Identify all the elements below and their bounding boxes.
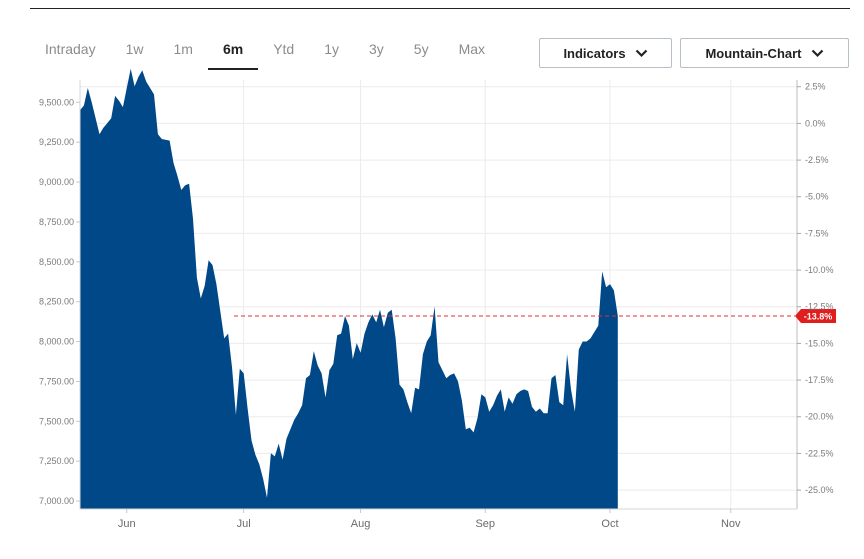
x-tick-label: Nov: [721, 518, 741, 530]
tab-1w[interactable]: 1w: [125, 41, 144, 57]
y-tick-label: 8,750.00: [39, 217, 74, 227]
tab-6m[interactable]: 6m: [207, 36, 259, 70]
y2-tick-label: -7.5%: [805, 228, 829, 238]
y2-tick-label: -15.0%: [805, 338, 834, 348]
y-tick-label: 7,750.00: [39, 376, 74, 386]
y-tick-label: 9,250.00: [39, 137, 74, 147]
x-tick-label: Jul: [237, 518, 251, 530]
chevron-down-icon: [635, 49, 648, 58]
y2-tick-label: -20.0%: [805, 412, 834, 422]
tab-1y[interactable]: 1y: [324, 41, 339, 57]
y2-tick-label: -5.0%: [805, 192, 829, 202]
indicators-dropdown[interactable]: Indicators: [539, 38, 672, 68]
x-tick-label: Jun: [118, 518, 136, 530]
price-area-series: [80, 68, 618, 510]
time-range-tabs: Intraday 1w 1m 6m Ytd 1y 3y 5y Max: [30, 36, 500, 72]
x-tick-label: Aug: [351, 518, 371, 530]
y-tick-label: 8,000.00: [39, 337, 74, 347]
y-tick-label: 7,000.00: [39, 496, 74, 506]
tab-1m[interactable]: 1m: [173, 41, 193, 57]
tab-max[interactable]: Max: [458, 41, 486, 57]
chevron-down-icon: [811, 49, 824, 58]
chart-type-dropdown-label: Mountain-Chart: [705, 45, 802, 61]
tab-3y[interactable]: 3y: [369, 41, 384, 57]
y-tick-label: 8,250.00: [39, 297, 74, 307]
y2-tick-label: -12.5%: [805, 302, 834, 312]
y-tick-label: 7,250.00: [39, 456, 74, 466]
y2-tick-label: 0.0%: [805, 118, 826, 128]
tab-ytd[interactable]: Ytd: [273, 41, 295, 57]
y-tick-label: 9,500.00: [39, 97, 74, 107]
tab-intraday[interactable]: Intraday: [45, 41, 96, 57]
chart-axes: [79, 80, 798, 510]
x-tick-label: Sep: [475, 518, 495, 530]
tab-5y[interactable]: 5y: [413, 41, 429, 57]
y2-tick-label: 2.5%: [805, 82, 826, 92]
y-tick-label: 9,000.00: [39, 177, 74, 187]
y2-tick-label: -10.0%: [805, 265, 834, 275]
reference-layer: -13.8%: [234, 309, 836, 324]
tick-labels: 7,000.00 7,250.00 7,500.00 7,750.00 8,000.00…: [39, 82, 834, 530]
y2-tick-label: -2.5%: [805, 155, 829, 165]
y2-tick-label: -25.0%: [805, 485, 834, 495]
y2-tick-label: -17.5%: [805, 375, 834, 385]
y-tick-label: 7,500.00: [39, 416, 74, 426]
y-tick-label: 8,500.00: [39, 257, 74, 267]
current-change-label: -13.8%: [804, 312, 833, 322]
indicators-dropdown-label: Indicators: [563, 45, 626, 61]
chart-type-dropdown[interactable]: Mountain-Chart: [680, 38, 849, 68]
x-tick-label: Oct: [601, 518, 618, 530]
top-rule: [30, 8, 850, 9]
y2-tick-label: -22.5%: [805, 448, 834, 458]
current-change-badge: [795, 309, 836, 324]
